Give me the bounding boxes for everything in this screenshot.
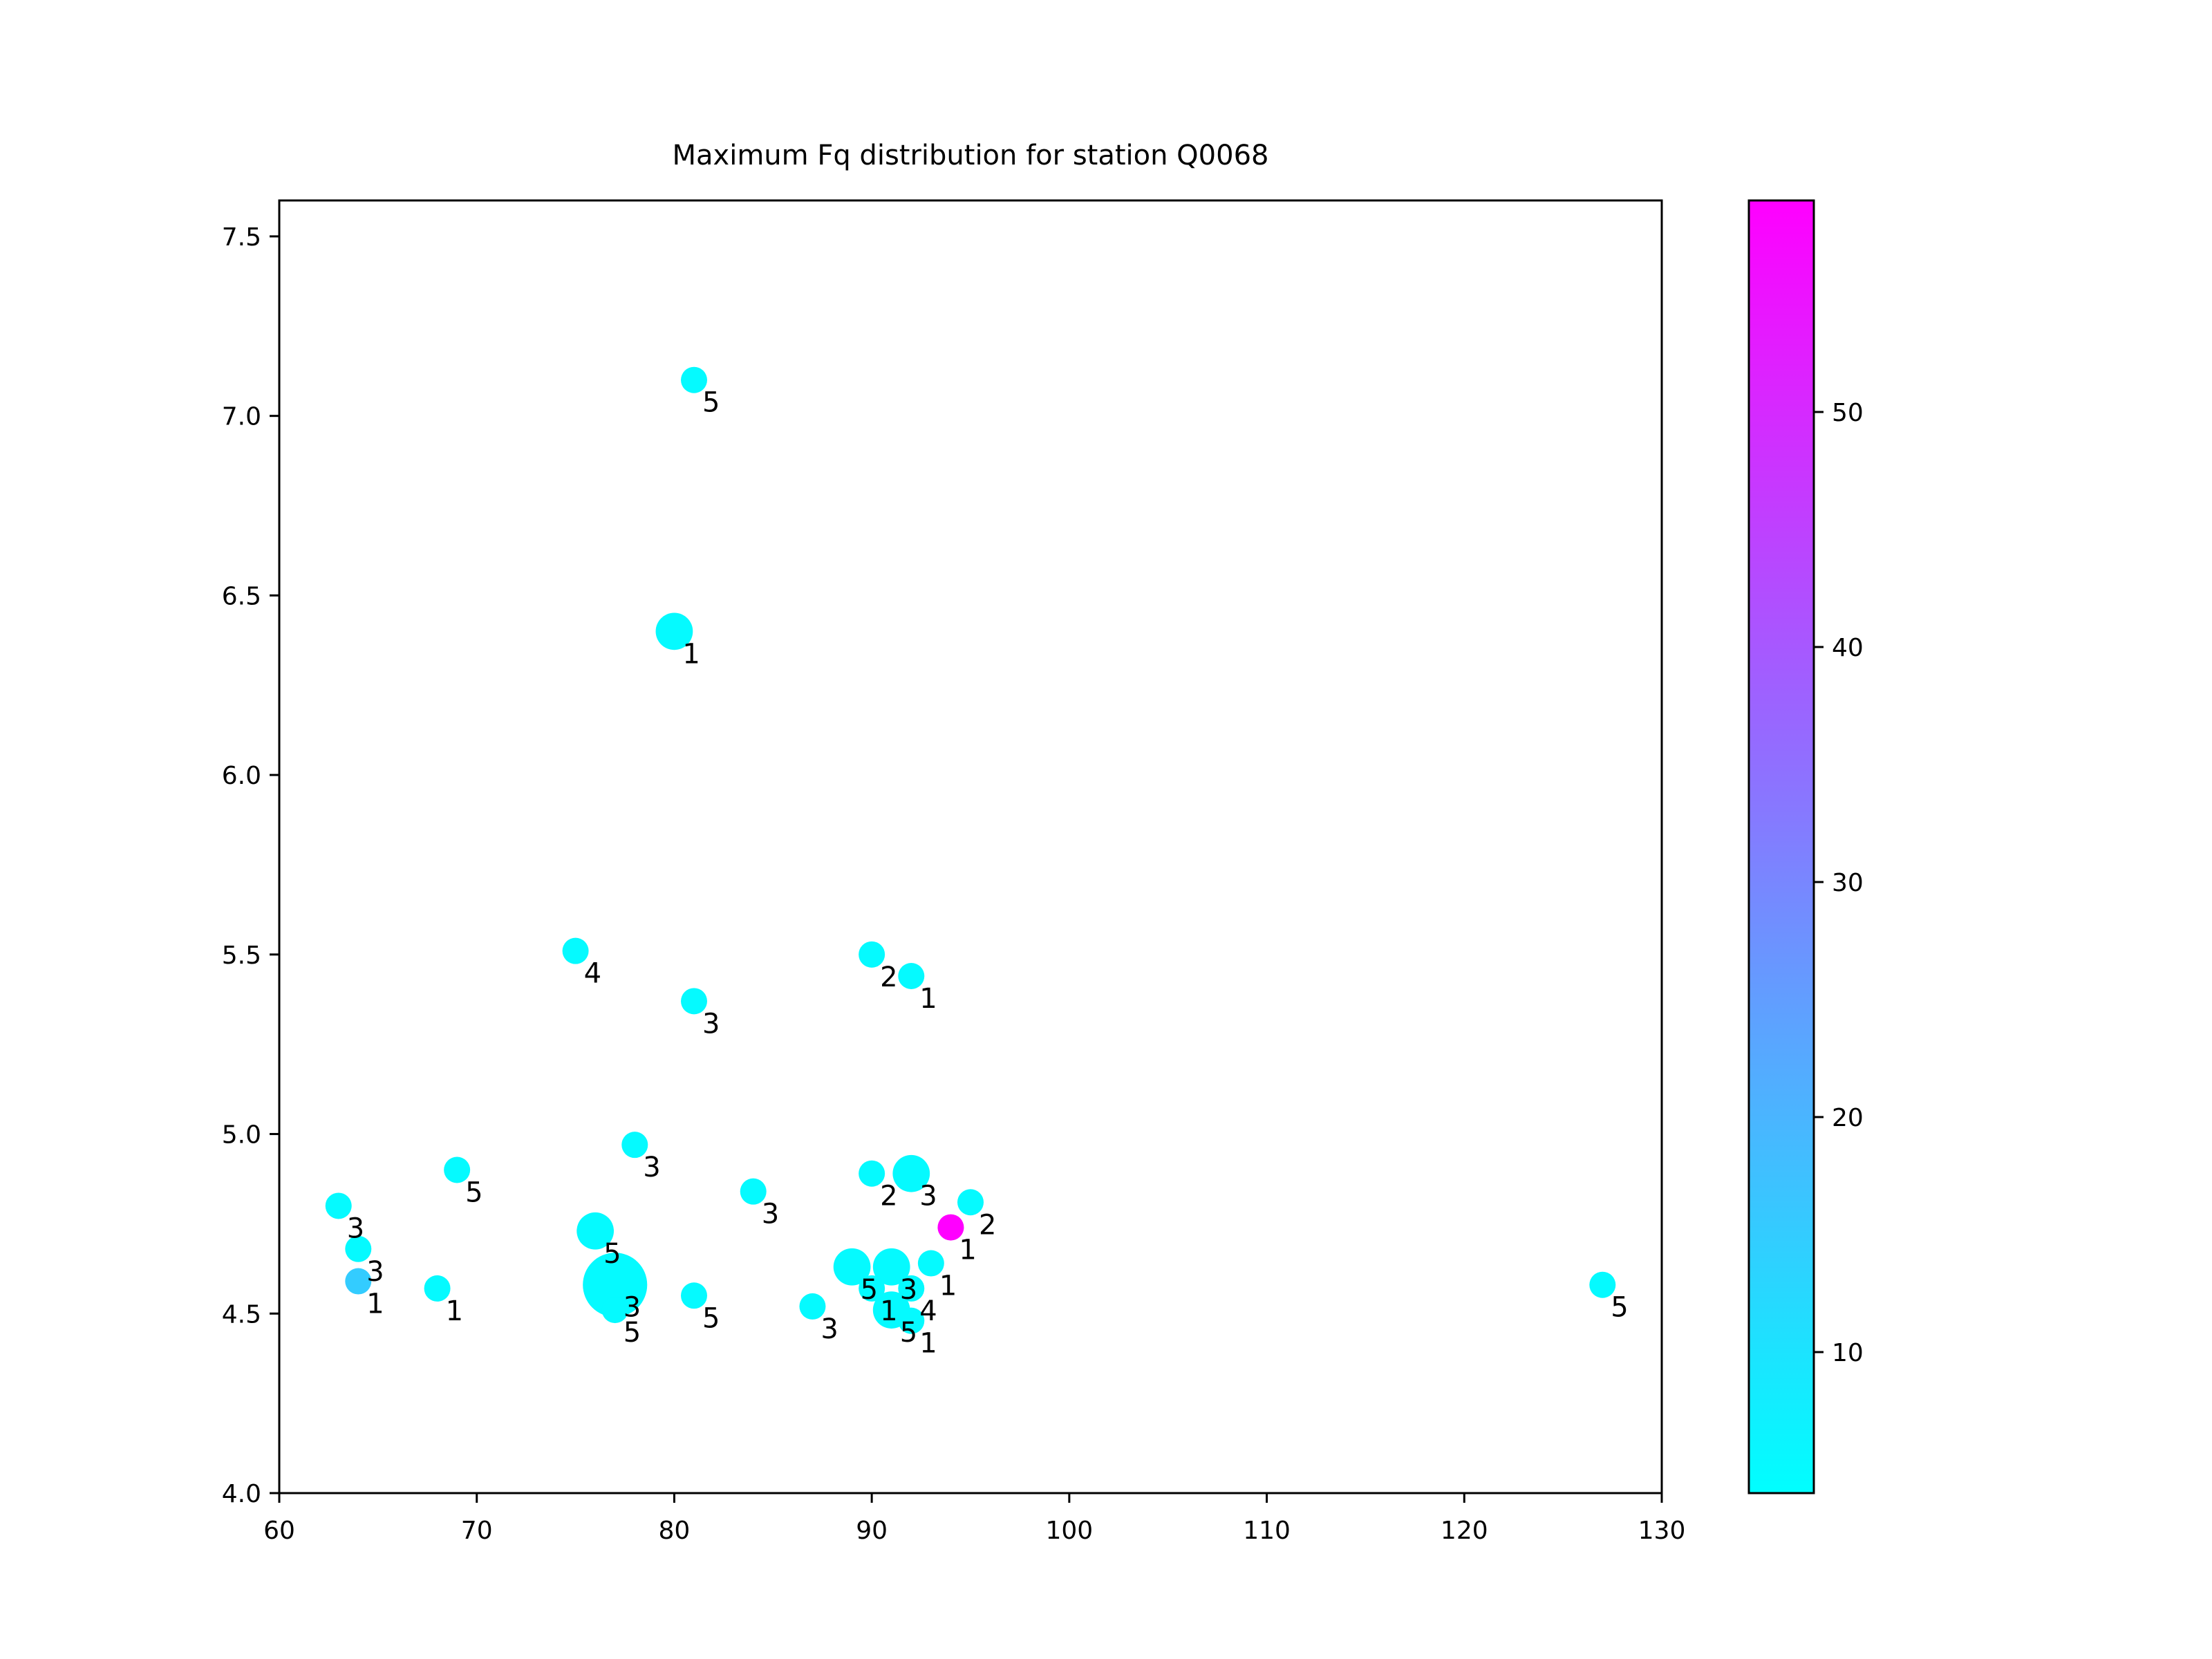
data-point bbox=[898, 1275, 925, 1302]
colorbar-tick-label: 10 bbox=[1832, 1339, 1864, 1367]
x-tick-label: 90 bbox=[856, 1517, 888, 1545]
y-tick-label: 6.0 bbox=[222, 762, 261, 790]
y-tick-label: 7.5 bbox=[222, 223, 261, 252]
x-axis: 60 70 80 90 100 110 120 130 bbox=[263, 1493, 1685, 1545]
colorbar-tick-label: 50 bbox=[1832, 399, 1864, 427]
y-axis: 4.0 4.5 5.0 5.5 6.0 6.5 7.0 7.5 bbox=[222, 223, 279, 1508]
colorbar bbox=[1747, 199, 1815, 1494]
point-label: 3 bbox=[900, 1274, 917, 1306]
point-label: 5 bbox=[603, 1238, 621, 1270]
point-label: 3 bbox=[624, 1292, 641, 1324]
data-point bbox=[345, 1268, 372, 1295]
data-point bbox=[562, 937, 589, 964]
data-point bbox=[892, 1154, 930, 1192]
data-point bbox=[583, 1253, 648, 1318]
point-label: 3 bbox=[347, 1212, 364, 1244]
plot-area bbox=[278, 199, 1663, 1494]
point-label: 5 bbox=[861, 1274, 878, 1306]
y-tick-label: 5.0 bbox=[222, 1121, 261, 1150]
colorbar-tick-label: 40 bbox=[1832, 634, 1864, 662]
point-label: 1 bbox=[682, 638, 700, 670]
point-label: 3 bbox=[762, 1199, 779, 1230]
y-tick-label: 4.0 bbox=[222, 1480, 261, 1508]
point-label: 1 bbox=[446, 1295, 463, 1327]
point-label: 3 bbox=[643, 1152, 660, 1183]
x-tick-label: 130 bbox=[1638, 1517, 1686, 1545]
y-tick-label: 7.0 bbox=[222, 403, 261, 431]
data-point bbox=[799, 1293, 826, 1320]
data-point bbox=[621, 1132, 648, 1159]
point-label: 1 bbox=[959, 1235, 976, 1266]
data-point bbox=[957, 1189, 984, 1216]
data-point bbox=[655, 612, 693, 650]
data-point bbox=[859, 941, 885, 968]
point-label: 5 bbox=[702, 387, 720, 419]
data-point bbox=[345, 1235, 372, 1262]
data-point bbox=[872, 1248, 910, 1286]
point-label: 5 bbox=[1611, 1292, 1628, 1324]
x-tick-label: 100 bbox=[1045, 1517, 1093, 1545]
y-tick-label: 6.5 bbox=[222, 582, 261, 610]
point-label: 3 bbox=[821, 1313, 838, 1345]
data-point bbox=[740, 1178, 767, 1205]
data-point bbox=[681, 366, 707, 393]
point-label: 4 bbox=[584, 958, 601, 990]
point-label: 5 bbox=[624, 1317, 641, 1349]
data-point bbox=[681, 1282, 707, 1309]
point-label: 1 bbox=[880, 1295, 897, 1327]
point-label: 1 bbox=[919, 983, 937, 1015]
data-point bbox=[1589, 1271, 1616, 1298]
x-tick-label: 80 bbox=[659, 1517, 691, 1545]
colorbar-axis: 10 20 30 40 50 bbox=[1814, 399, 1864, 1367]
x-tick-label: 120 bbox=[1441, 1517, 1488, 1545]
point-label: 3 bbox=[366, 1256, 384, 1288]
point-label: 5 bbox=[900, 1317, 917, 1349]
colorbar-tick-label: 20 bbox=[1832, 1104, 1864, 1132]
point-label: 2 bbox=[880, 962, 897, 993]
point-label: 3 bbox=[919, 1181, 937, 1212]
data-point bbox=[859, 1160, 885, 1187]
x-tick-label: 110 bbox=[1243, 1517, 1291, 1545]
data-point bbox=[898, 1307, 925, 1334]
data-point bbox=[859, 1275, 885, 1302]
data-point bbox=[898, 963, 925, 989]
data-point bbox=[325, 1192, 352, 1219]
point-label: 1 bbox=[366, 1288, 384, 1320]
point-label: 5 bbox=[465, 1177, 482, 1209]
data-point bbox=[444, 1156, 471, 1183]
x-tick-label: 60 bbox=[263, 1517, 295, 1545]
data-point bbox=[577, 1212, 615, 1250]
point-label: 2 bbox=[880, 1181, 897, 1212]
data-point bbox=[937, 1214, 964, 1241]
data-point bbox=[681, 988, 707, 1015]
data-point bbox=[424, 1275, 451, 1302]
point-label: 5 bbox=[702, 1302, 720, 1334]
chart-title: Maximum Fq distribution for station Q006… bbox=[673, 140, 1269, 171]
point-label: 4 bbox=[919, 1295, 937, 1327]
data-point bbox=[601, 1297, 628, 1324]
point-label: 1 bbox=[919, 1328, 937, 1360]
data-point bbox=[917, 1250, 944, 1277]
point-label: 1 bbox=[939, 1271, 957, 1302]
y-tick-label: 4.5 bbox=[222, 1300, 261, 1329]
y-tick-label: 5.5 bbox=[222, 941, 261, 970]
colorbar-tick-label: 30 bbox=[1832, 869, 1864, 897]
point-label: 3 bbox=[702, 1008, 720, 1040]
data-point bbox=[833, 1248, 871, 1286]
point-label: 2 bbox=[979, 1209, 996, 1241]
x-tick-label: 70 bbox=[461, 1517, 493, 1545]
